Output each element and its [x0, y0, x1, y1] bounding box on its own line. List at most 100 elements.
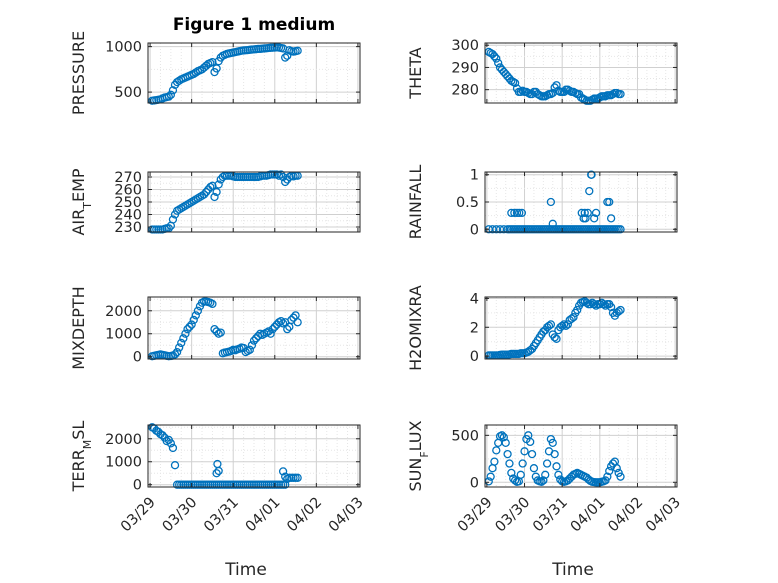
y-axis-label: THETA: [406, 47, 425, 99]
data-point: [210, 324, 219, 334]
data-point: [541, 470, 550, 479]
data-point: [591, 208, 601, 218]
scatter-points: [148, 43, 302, 105]
y-tick-label: 500: [114, 85, 142, 101]
axes-box: [147, 42, 361, 104]
data-point: [276, 170, 286, 179]
y-tick-label: 240: [114, 208, 142, 224]
data-point: [590, 214, 599, 223]
y-axis-label-main: SUN: [406, 458, 425, 492]
data-point: [281, 472, 290, 481]
data-point: [516, 470, 525, 479]
y-axis-label: PRESSURE: [69, 31, 88, 115]
data-point: [212, 187, 221, 197]
data-point: [552, 334, 561, 343]
x-tick-label: 03/30: [160, 495, 201, 536]
data-point: [616, 225, 625, 234]
x-tick-label: 04/03: [643, 495, 684, 536]
y-tick-label: 290: [451, 60, 479, 76]
data-point: [177, 338, 186, 348]
data-point: [559, 320, 569, 329]
y-tick-label: 250: [114, 195, 142, 211]
data-point: [577, 208, 586, 218]
data-point: [486, 472, 495, 481]
data-point: [270, 322, 279, 332]
data-point: [546, 320, 556, 329]
y-tick-label: 0: [470, 222, 479, 238]
x-tick-label: 04/02: [605, 495, 646, 536]
data-point: [552, 81, 561, 90]
subplot-h2omixra: 0 2 4 H2OMIXRA: [406, 285, 678, 371]
data-point: [582, 298, 591, 307]
scatter-points: [148, 423, 302, 489]
data-point: [554, 470, 563, 479]
data-point: [550, 449, 559, 459]
data-point: [251, 334, 261, 343]
data-point: [527, 449, 537, 459]
y-axis-label-main: H2OMIXRA: [406, 285, 425, 371]
data-point: [193, 306, 203, 315]
data-point: [168, 215, 178, 224]
data-point: [563, 320, 572, 329]
data-point: [512, 208, 522, 218]
y-axis-label-main: MIXDEPTH: [69, 286, 88, 369]
x-axis-label: Time: [551, 560, 594, 580]
data-point: [583, 208, 592, 218]
y-axis-label-main: TERR: [69, 449, 88, 492]
grid: [485, 172, 677, 232]
data-point: [529, 464, 539, 473]
data-point: [510, 78, 520, 88]
y-tick-label: 300: [451, 38, 479, 54]
data-point: [573, 305, 582, 315]
data-point: [616, 305, 625, 315]
data-point: [181, 329, 190, 338]
chart-title: Figure 1 medium: [173, 15, 335, 35]
subplot-terr-msl: 0 1000 2000 03/29 03/30 03/31 04/01 04/02 04/03 T…: [69, 421, 367, 580]
data-point: [614, 307, 623, 316]
data-point: [281, 177, 290, 187]
y-tick-label: 280: [451, 83, 479, 99]
y-tick-label: 0.5: [456, 195, 479, 211]
y-tick-label: 0: [470, 349, 479, 365]
data-point: [488, 464, 497, 473]
x-tick-label: 03/29: [455, 495, 496, 536]
data-point: [278, 467, 288, 476]
y-tick-label: 2: [470, 320, 479, 336]
data-point: [499, 433, 508, 442]
data-point: [612, 464, 621, 473]
data-point: [601, 301, 610, 310]
x-tick-label: 03/29: [118, 495, 159, 536]
data-point: [492, 54, 501, 63]
data-point: [507, 208, 516, 218]
axes-box: [484, 424, 678, 488]
axes-box: [484, 296, 678, 360]
data-point: [494, 58, 503, 68]
data-point: [497, 431, 507, 440]
data-point: [526, 437, 535, 447]
axes-box: [147, 424, 361, 488]
data-point: [175, 76, 184, 85]
grid: [148, 297, 360, 359]
data-point: [503, 449, 512, 459]
data-point: [599, 300, 608, 309]
data-point: [544, 321, 554, 330]
y-tick-label: 500: [451, 428, 479, 444]
axes-box: [147, 296, 361, 360]
data-point: [210, 192, 219, 202]
data-point: [170, 461, 180, 470]
data-point: [208, 299, 217, 309]
data-point: [214, 180, 223, 189]
data-point: [542, 459, 552, 468]
data-point: [247, 341, 257, 350]
y-tick-label: 260: [114, 183, 142, 199]
y-axis-label: MIXDEPTH: [69, 286, 88, 369]
grid: [485, 425, 677, 487]
data-point: [293, 46, 302, 55]
y-axis-label-suffix: SL: [69, 421, 88, 440]
data-point: [293, 318, 302, 327]
x-tick-label: 04/03: [326, 495, 367, 536]
y-axis-label-main: AIR: [69, 209, 88, 236]
data-point: [202, 61, 211, 70]
